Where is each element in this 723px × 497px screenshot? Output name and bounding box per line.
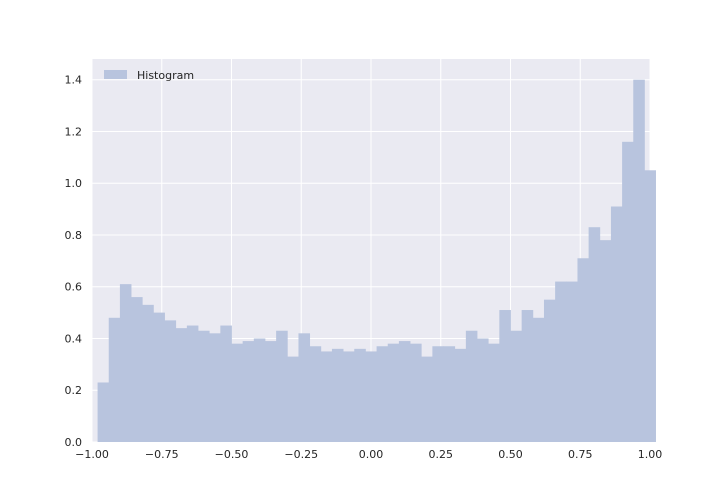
legend-swatch xyxy=(104,70,127,79)
histogram-bar xyxy=(343,351,355,442)
histogram-bar xyxy=(521,310,534,442)
histogram-bar xyxy=(142,304,154,442)
histogram-bar xyxy=(253,338,266,442)
y-tick-label: 1.2 xyxy=(65,125,83,138)
y-tick-label: 0.2 xyxy=(65,384,83,397)
y-tick-label: 0.0 xyxy=(65,436,83,449)
histogram-bar xyxy=(320,351,333,442)
histogram-bar xyxy=(633,79,645,443)
histogram-bar xyxy=(108,317,121,442)
histogram-bar xyxy=(287,356,299,442)
y-tick-label: 0.6 xyxy=(65,281,83,294)
y-tick-label: 1.4 xyxy=(65,74,83,87)
histogram-bar xyxy=(499,310,511,442)
x-tick-label: −0.75 xyxy=(145,448,179,461)
x-tick-label: 0.00 xyxy=(359,448,384,461)
y-tick-label: 1.0 xyxy=(65,177,83,190)
y-tick-label: 0.8 xyxy=(65,229,83,242)
histogram-bar xyxy=(186,325,199,442)
histogram-bar xyxy=(198,330,210,442)
x-tick-label: −0.25 xyxy=(284,448,318,461)
histogram-bar xyxy=(387,343,400,442)
histogram-bar xyxy=(331,348,344,442)
histogram-bar xyxy=(153,312,165,442)
histogram-bar xyxy=(622,141,634,443)
histogram-bar xyxy=(543,299,556,442)
histogram-bar xyxy=(298,333,311,442)
histogram-bar xyxy=(510,330,523,442)
histogram-bar xyxy=(410,343,422,442)
histogram-bar xyxy=(577,258,590,442)
histogram-bar xyxy=(644,170,656,442)
histogram-bar xyxy=(532,317,545,442)
histogram-bar xyxy=(164,320,177,442)
x-axis-tick-labels: −1.00 −0.75 −0.50 −0.25 0.00 0.25 0.50 0.75 1.00 xyxy=(75,448,662,461)
histogram-bar xyxy=(365,351,377,442)
histogram-bar xyxy=(465,330,478,442)
histogram-bar xyxy=(443,346,456,442)
histogram-bar xyxy=(264,341,277,442)
histogram-bar xyxy=(276,330,288,442)
histogram-bar xyxy=(175,328,188,442)
histogram-bar xyxy=(354,348,366,442)
histogram-bar xyxy=(566,281,578,442)
x-tick-label: 0.75 xyxy=(568,448,593,461)
histogram-bar xyxy=(454,348,467,442)
histogram-bar xyxy=(231,343,244,442)
legend: Histogram xyxy=(104,69,194,82)
histogram-bar xyxy=(555,281,567,442)
histogram-bars xyxy=(97,79,656,443)
histogram-bar xyxy=(242,341,255,442)
histogram-bar xyxy=(220,325,232,442)
x-tick-label: −1.00 xyxy=(75,448,109,461)
histogram-bar xyxy=(376,346,389,442)
x-tick-label: −0.50 xyxy=(215,448,249,461)
legend-label-histogram: Histogram xyxy=(137,69,194,82)
y-axis-tick-labels: 0.0 0.2 0.4 0.6 0.8 1.0 1.2 1.4 xyxy=(65,74,83,449)
histogram-bar xyxy=(131,297,143,442)
histogram-bar xyxy=(209,333,221,442)
histogram-bar xyxy=(421,356,433,442)
histogram-bar xyxy=(488,343,500,442)
histogram-bar xyxy=(432,346,444,442)
histogram-bar xyxy=(610,206,623,442)
histogram-bar xyxy=(588,227,601,442)
histogram-bar xyxy=(97,382,110,442)
histogram-bar xyxy=(119,284,132,442)
x-tick-label: 1.00 xyxy=(638,448,663,461)
x-tick-label: 0.50 xyxy=(498,448,523,461)
x-tick-label: 0.25 xyxy=(429,448,454,461)
histogram-bar xyxy=(477,338,489,442)
histogram-bar xyxy=(599,240,612,442)
histogram-bar xyxy=(398,341,411,442)
y-tick-label: 0.4 xyxy=(65,332,83,345)
histogram-bar xyxy=(309,346,322,442)
